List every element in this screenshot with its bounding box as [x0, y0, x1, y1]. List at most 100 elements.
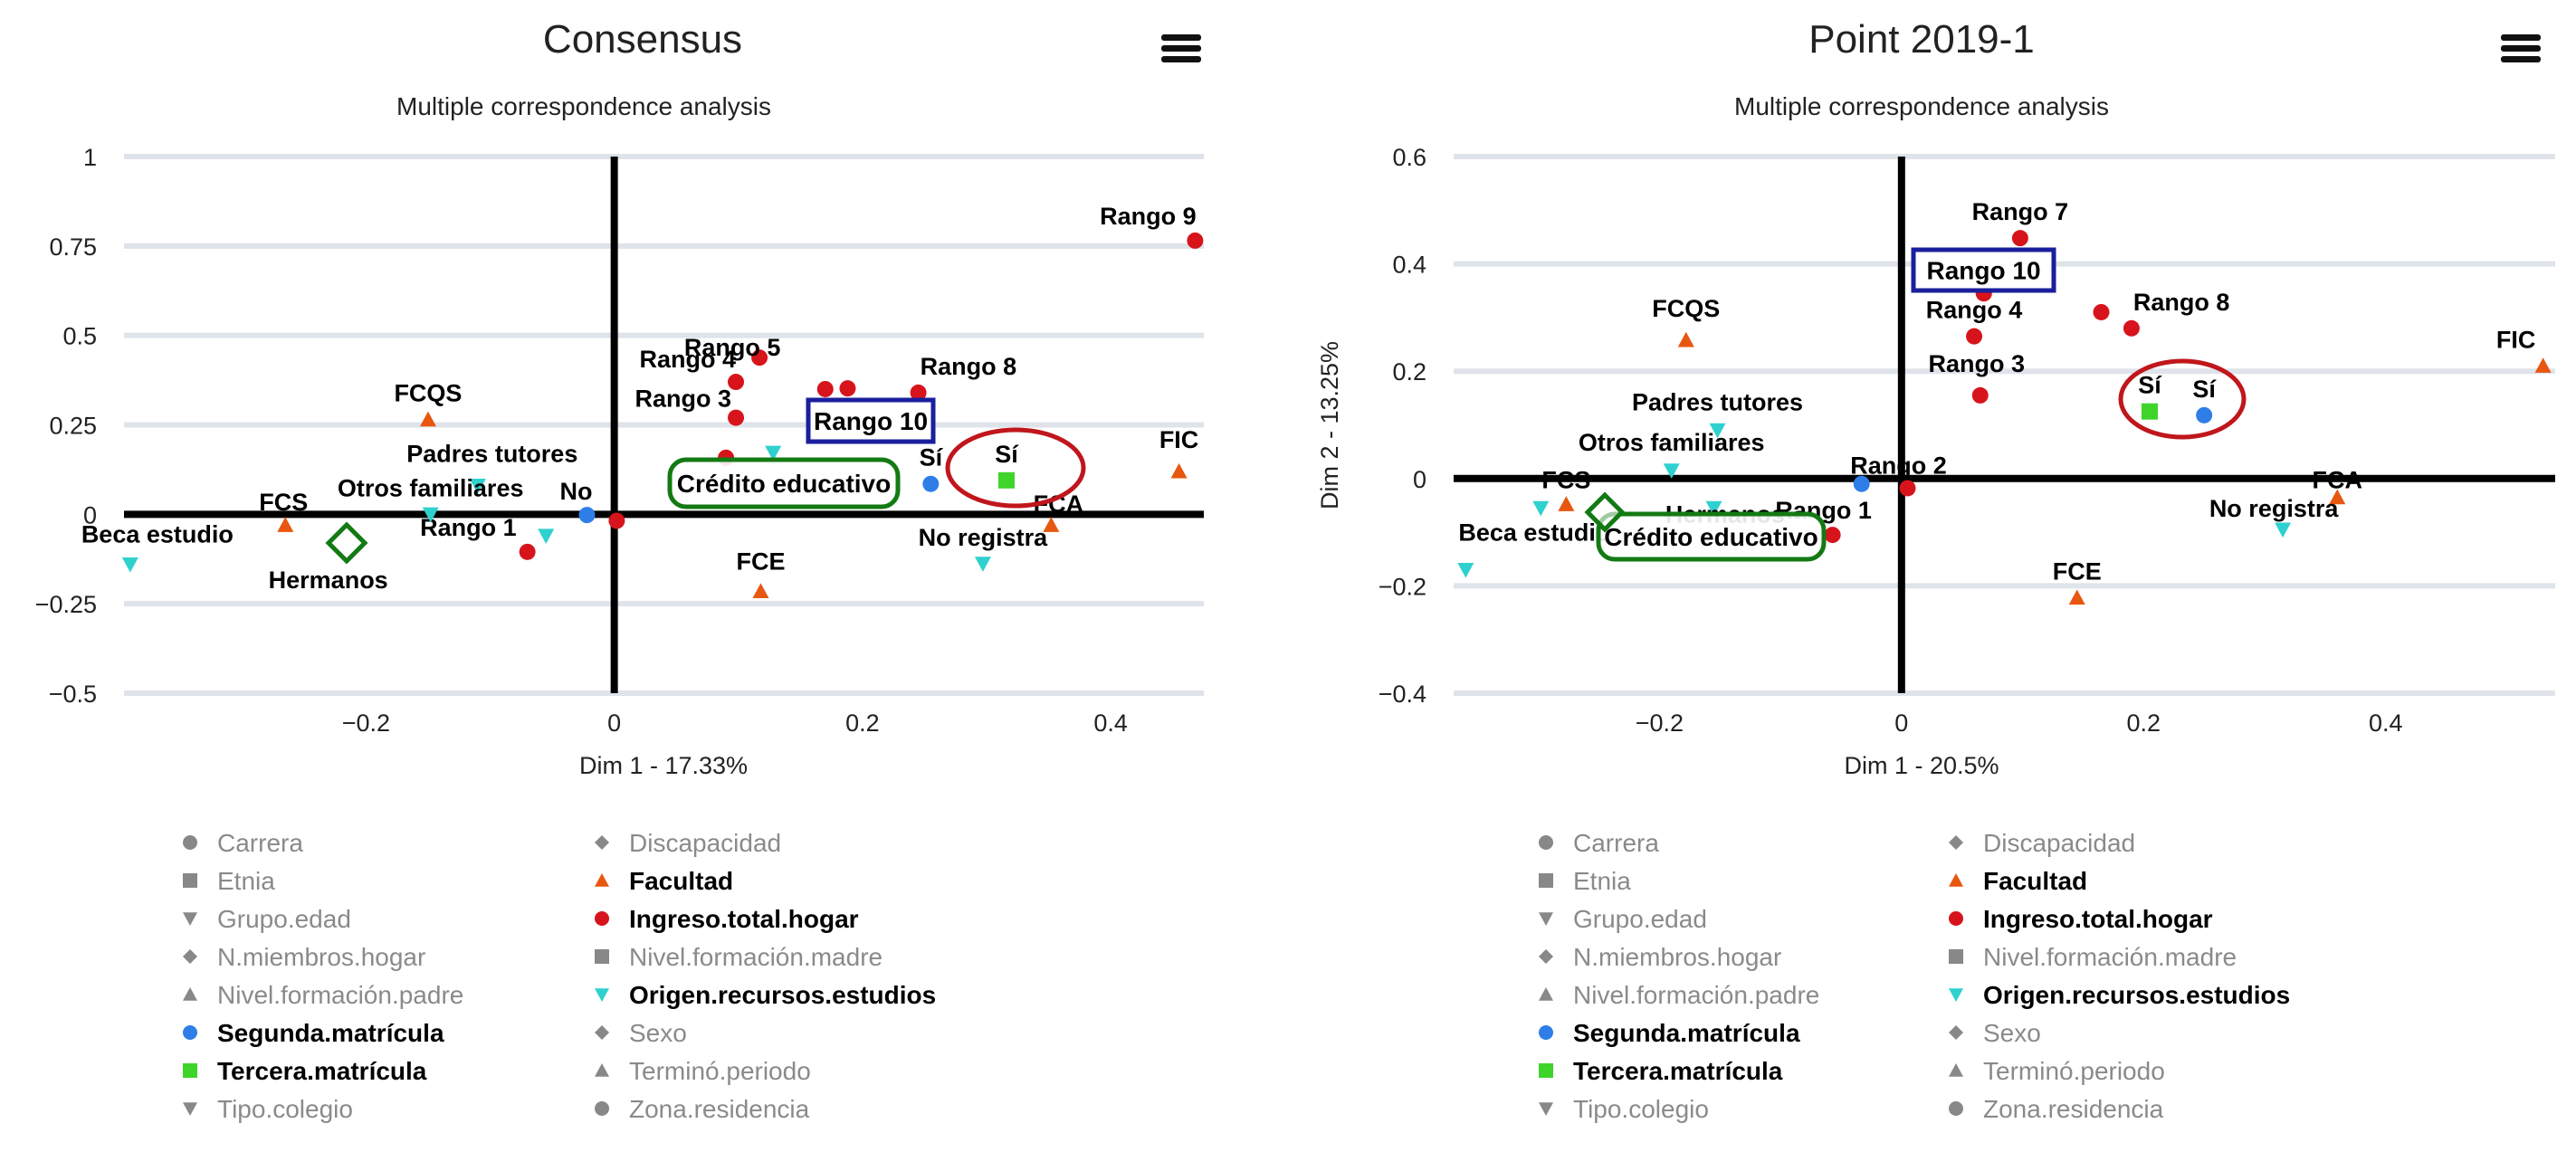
legend-item-label[interactable]: Segunda.matrícula: [1573, 1019, 1800, 1047]
legend-item-label[interactable]: Discapacidad: [1983, 829, 2135, 857]
data-point: [974, 557, 991, 572]
legend-item-label[interactable]: Facultad: [1983, 867, 2087, 895]
data-point: [752, 583, 769, 598]
highlight-ellipse: [945, 427, 1086, 509]
data-point: [2068, 589, 2085, 605]
x-axis-label: Dim 1 - 20.5%: [1844, 752, 1999, 779]
data-label: Padres tutores: [1632, 388, 1803, 415]
legend-marker: [1539, 1063, 1553, 1078]
legend-marker: [1539, 835, 1553, 850]
legend-item-label[interactable]: Nivel.formación.madre: [629, 943, 883, 971]
data-point: [277, 517, 294, 532]
legend-item-label[interactable]: Ingreso.total.hogar: [629, 905, 859, 933]
legend-item-label[interactable]: Nivel.formación.padre: [1573, 981, 1819, 1009]
chart-panel-consensus: Consensus Multiple correspondence analysi…: [35, 17, 1204, 1123]
legend-marker: [1949, 1101, 1963, 1116]
legend-item-label[interactable]: Sexo: [1983, 1019, 2041, 1047]
y-tick-label: 0.2: [1392, 358, 1426, 386]
data-label: FCQS: [394, 380, 462, 407]
legend-item-label[interactable]: Etnia: [217, 867, 275, 895]
legend-marker: [1949, 1063, 1963, 1077]
data-label: Rango 4: [1926, 297, 2023, 324]
chart-subtitle: Multiple correspondence analysis: [396, 92, 771, 120]
data-label: Otros familiares: [338, 474, 524, 501]
legend-item-label[interactable]: Origen.recursos.estudios: [629, 981, 936, 1009]
data-point: [1043, 517, 1060, 532]
data-label: Rango 3: [635, 386, 732, 413]
data-label: Beca estudio: [1458, 519, 1610, 547]
data-label: Rango 1: [420, 514, 517, 541]
data-point: [422, 507, 439, 523]
data-label: Rango 5: [684, 334, 781, 361]
legend-item-label[interactable]: Nivel.formación.padre: [217, 981, 463, 1009]
legend-item-label[interactable]: Sexo: [629, 1019, 687, 1047]
legend-item-label[interactable]: Nivel.formación.madre: [1983, 943, 2237, 971]
y-tick-label: 0: [1413, 466, 1426, 493]
data-point: [1677, 331, 1694, 347]
data-point: [922, 475, 940, 492]
legend-marker: [1949, 911, 1963, 926]
legend-marker: [1539, 873, 1553, 888]
legend-marker: [595, 1025, 609, 1040]
legend-item-label[interactable]: Tercera.matrícula: [1573, 1057, 1783, 1085]
legend-item-label[interactable]: Carrera: [1573, 829, 1659, 857]
highlight-box: [806, 397, 936, 444]
data-point: [1457, 562, 1474, 578]
data-point: [1532, 500, 1550, 517]
hamburger-menu-icon[interactable]: [1161, 34, 1201, 67]
legend-item-label[interactable]: Grupo.edad: [217, 905, 351, 933]
legend-item-label[interactable]: Discapacidad: [629, 829, 781, 857]
x-tick-label: 0.4: [1093, 709, 1128, 737]
chart-consensus: Consensus Multiple correspondence analysi…: [35, 17, 1204, 1123]
data-label: Otros familiares: [1579, 429, 1765, 456]
legend-item-label[interactable]: Terminó.periodo: [1983, 1057, 2165, 1085]
x-tick-label: 0.2: [2127, 709, 2161, 737]
legend-item-label[interactable]: Tipo.colegio: [217, 1095, 353, 1123]
y-tick-label: 0.5: [62, 323, 97, 350]
legend-item-label[interactable]: Zona.residencia: [1983, 1095, 2164, 1123]
data-label: Padres tutores: [406, 441, 577, 468]
data-point: [816, 380, 834, 397]
legend-item-label[interactable]: Facultad: [629, 867, 733, 895]
data-point: [1663, 463, 1680, 479]
data-label: FCA: [2313, 467, 2363, 494]
legend-marker: [1949, 988, 1963, 1002]
legend-item-label[interactable]: Zona.residencia: [629, 1095, 810, 1123]
data-point: [469, 479, 486, 494]
legend-marker: [595, 1101, 609, 1116]
x-tick-label: 0.2: [845, 709, 880, 737]
legend-marker: [1539, 1102, 1553, 1116]
legend-item-label[interactable]: Etnia: [1573, 867, 1631, 895]
legend-marker: [595, 988, 609, 1002]
legend-item-label[interactable]: Tercera.matrícula: [217, 1057, 427, 1085]
legend-marker: [1949, 1025, 1963, 1040]
data-point: [1966, 328, 1983, 345]
data-label: Sí: [2138, 372, 2162, 399]
data-point: [1824, 527, 1841, 544]
legend-item-label[interactable]: Segunda.matrícula: [217, 1019, 444, 1047]
data-point: [1709, 423, 1726, 439]
legend-item-label[interactable]: N.miembros.hogar: [1573, 943, 1781, 971]
legend-marker: [595, 873, 609, 887]
legend-item-label[interactable]: N.miembros.hogar: [217, 943, 425, 971]
data-point: [578, 507, 596, 524]
y-tick-label: −0.2: [1379, 573, 1426, 600]
legend-item-label[interactable]: Ingreso.total.hogar: [1983, 905, 2213, 933]
hamburger-menu-icon[interactable]: [2501, 34, 2541, 67]
data-label: No: [559, 478, 592, 505]
y-tick-label: −0.4: [1379, 681, 1426, 708]
legend-marker: [183, 1102, 197, 1116]
legend-marker: [1539, 987, 1553, 1001]
legend-item-label[interactable]: Origen.recursos.estudios: [1983, 981, 2290, 1009]
data-point: [2196, 406, 2213, 424]
legend-marker: [1539, 912, 1553, 926]
legend-item-label[interactable]: Terminó.periodo: [629, 1057, 811, 1085]
highlight-box: [1911, 247, 2056, 293]
legend-item-label[interactable]: Tipo.colegio: [1573, 1095, 1709, 1123]
data-point: [1853, 475, 1870, 492]
data-point: [419, 411, 436, 427]
data-label: FCS: [1541, 466, 1590, 493]
legend-item-label[interactable]: Carrera: [217, 829, 303, 857]
legend-item-label[interactable]: Grupo.edad: [1573, 905, 1707, 933]
legend-marker: [1949, 835, 1963, 850]
